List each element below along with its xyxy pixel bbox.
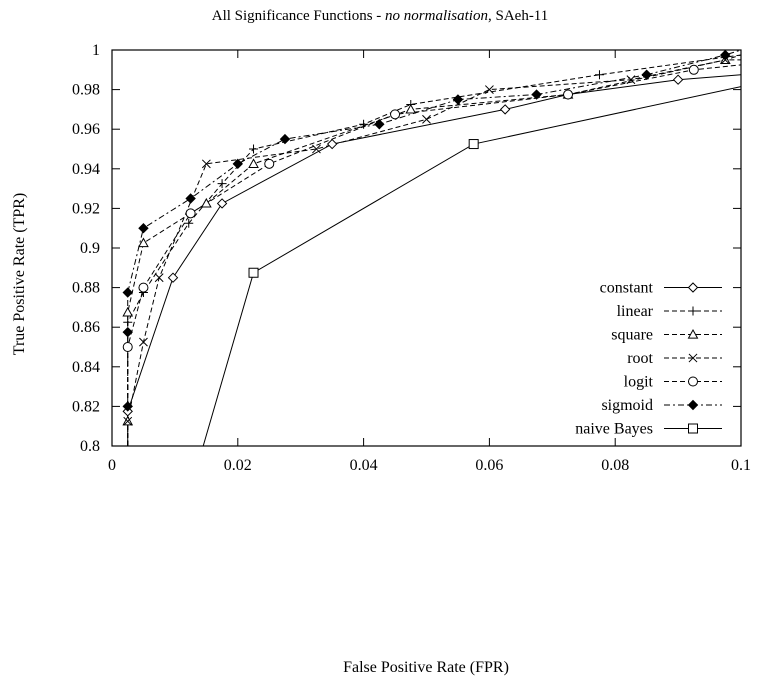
- y-tick-label: 0.82: [72, 398, 100, 415]
- data-point-constant: [499, 104, 511, 115]
- data-point-linear: [359, 119, 369, 129]
- data-point-constant: [672, 74, 684, 85]
- y-tick-label: 0.8: [80, 438, 100, 455]
- data-point-sigmoid: [122, 401, 133, 412]
- data-point-sigmoid: [720, 49, 731, 61]
- legend-marker-logit: [688, 376, 698, 387]
- legend-marker-naive-bayes: [688, 423, 698, 434]
- data-point-naive-bayes: [248, 267, 259, 278]
- y-tick-label: 0.88: [72, 280, 100, 297]
- legend-label-constant: constant: [600, 280, 654, 297]
- data-point-sigmoid: [138, 222, 149, 234]
- x-axis-label: False Positive Rate (FPR): [343, 659, 509, 676]
- data-point-root: [201, 159, 211, 169]
- data-point-square: [122, 306, 134, 317]
- y-tick-label: 0.92: [72, 200, 100, 217]
- chart-title: All Significance Functions - no normalis…: [0, 8, 760, 25]
- y-tick-label: 0.84: [72, 359, 100, 376]
- x-tick-label: 0.06: [475, 457, 503, 474]
- data-point-root: [484, 85, 494, 95]
- data-point-constant: [216, 198, 228, 209]
- chart-title-italic: no normalisation: [385, 8, 488, 24]
- data-point-root: [154, 273, 164, 283]
- data-point-linear: [123, 317, 133, 327]
- x-tick-label: 0.08: [601, 457, 629, 474]
- y-tick-label: 0.98: [72, 82, 100, 99]
- y-tick-label: 0.94: [72, 161, 100, 178]
- axes-group: 0 0.02 0.04 0.06 0.08 0.1 0.8 0.82 0.84 0.86 0.88 0…: [72, 42, 751, 474]
- data-point-linear: [217, 179, 227, 189]
- legend-marker-square: [687, 328, 699, 339]
- data-point-root: [139, 337, 148, 347]
- data-point-root: [422, 114, 431, 124]
- data-point-constant: [167, 272, 179, 283]
- data-point-root: [312, 144, 321, 154]
- data-point-sigmoid: [641, 69, 652, 80]
- data-point-logit: [122, 342, 133, 352]
- data-point-sigmoid: [185, 193, 196, 204]
- data-point-logit: [390, 109, 401, 120]
- data-point-square: [405, 103, 417, 114]
- legend-marker-linear: [688, 306, 698, 316]
- data-point-logit: [264, 158, 275, 169]
- data-point-naive-bayes: [468, 139, 479, 150]
- chart-title-prefix: All Significance Functions -: [211, 8, 386, 24]
- data-point-square: [201, 197, 212, 208]
- legend-marker-root: [688, 353, 698, 363]
- data-point-square: [138, 237, 149, 248]
- data-point-logit: [688, 64, 699, 75]
- series-markers-group: [122, 49, 731, 426]
- data-point-sigmoid: [531, 89, 542, 100]
- data-point-square: [248, 158, 259, 168]
- y-tick-label: 1: [92, 42, 100, 59]
- y-tick-label: 0.9: [80, 240, 100, 257]
- x-tick-label: 0.02: [224, 457, 252, 474]
- data-point-sigmoid: [122, 287, 133, 298]
- x-tick-label: 0: [108, 457, 116, 474]
- legend: constant linear square root logit sigmoid naiv…: [575, 280, 722, 438]
- data-point-sigmoid: [122, 326, 133, 338]
- legend-marker-sigmoid: [687, 399, 699, 411]
- legend-label-sigmoid: sigmoid: [601, 397, 653, 414]
- legend-marker-constant: [687, 282, 699, 293]
- data-point-sigmoid: [279, 133, 291, 145]
- legend-label-logit: logit: [624, 374, 654, 391]
- chart-title-suffix: , SAeh-11: [487, 8, 549, 24]
- series-line-root: [127, 59, 741, 446]
- series-line-sigmoid: [127, 50, 741, 446]
- legend-label-linear: linear: [617, 303, 654, 320]
- legend-label-root: root: [627, 350, 653, 367]
- y-axis-label: True Positive Rate (TPR): [11, 193, 28, 356]
- y-tick-label: 0.86: [72, 319, 100, 336]
- data-point-logit: [138, 282, 149, 293]
- data-point-sigmoid: [232, 158, 244, 170]
- data-point-linear: [249, 144, 259, 154]
- series-line-naive-bayes: [202, 86, 741, 446]
- x-tick-label: 0.1: [731, 457, 751, 474]
- data-point-linear: [594, 70, 604, 80]
- y-tick-label: 0.96: [72, 121, 100, 138]
- data-point-root: [626, 75, 636, 85]
- x-tick-label: 0.04: [350, 457, 378, 474]
- data-point-root: [123, 416, 133, 426]
- legend-label-square: square: [611, 327, 653, 344]
- data-point-logit: [185, 208, 196, 219]
- data-point-logit: [563, 89, 574, 100]
- data-point-sigmoid: [452, 94, 464, 105]
- data-point-constant: [326, 138, 338, 150]
- data-point-linear: [184, 218, 194, 228]
- series-line-logit: [127, 64, 741, 446]
- data-point-sigmoid: [374, 119, 385, 130]
- legend-label-naive-bayes: naive Bayes: [575, 421, 653, 438]
